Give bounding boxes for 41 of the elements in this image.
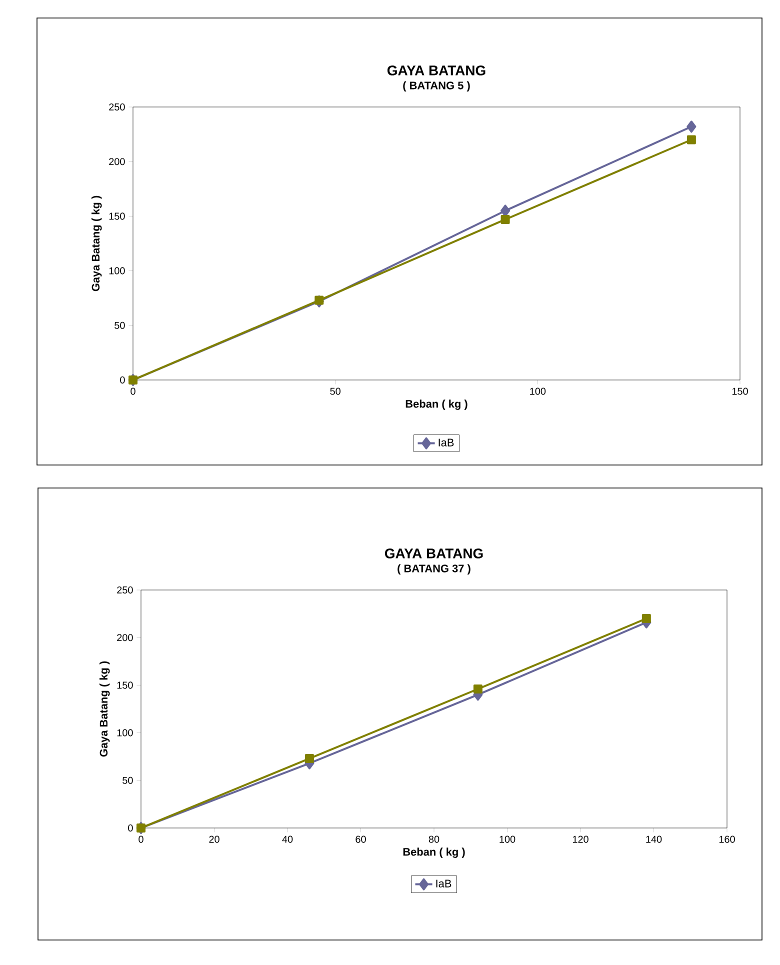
chart-subtitle: ( BATANG 37 ) bbox=[398, 564, 470, 574]
x-axis-title: Beban ( kg ) bbox=[403, 848, 465, 858]
y-tick-label: 0 bbox=[120, 376, 125, 384]
legend-label: IaB bbox=[438, 438, 454, 446]
y-tick-label: 50 bbox=[114, 322, 125, 329]
y-tick-label: 250 bbox=[117, 586, 133, 594]
y-axis-title: Gaya Batang ( kg ) bbox=[100, 661, 110, 757]
y-tick-label: 50 bbox=[122, 776, 133, 784]
y-tick-label: 200 bbox=[109, 158, 125, 166]
y-tick-label: 100 bbox=[117, 729, 133, 736]
y-tick-label: 150 bbox=[117, 682, 133, 689]
point bbox=[686, 135, 696, 144]
point bbox=[642, 614, 651, 624]
chart-title: GAYA BATANG bbox=[387, 66, 486, 76]
x-tick-label: 50 bbox=[330, 388, 340, 395]
x-tick-label: 60 bbox=[356, 836, 366, 843]
x-tick-label: 150 bbox=[732, 388, 748, 395]
x-tick-label: 0 bbox=[138, 836, 144, 843]
point bbox=[304, 754, 314, 763]
x-tick-label: 120 bbox=[572, 836, 588, 843]
point bbox=[314, 296, 324, 305]
y-tick-label: 250 bbox=[109, 103, 125, 111]
x-axis-title: Beban ( kg ) bbox=[406, 400, 468, 410]
x-tick-label: 20 bbox=[209, 836, 220, 843]
point bbox=[500, 214, 510, 224]
x-tick-label: 160 bbox=[719, 836, 735, 843]
x-tick-label: 80 bbox=[428, 836, 440, 843]
y-axis-title: Gaya Batang ( kg ) bbox=[92, 196, 102, 292]
chart-title: GAYA BATANG bbox=[384, 548, 483, 558]
x-tick-label: 40 bbox=[282, 836, 293, 843]
chart-subtitle: ( BATANG 5 ) bbox=[403, 81, 470, 92]
legend-label: IaB bbox=[436, 880, 452, 888]
y-tick-label: 150 bbox=[109, 212, 125, 220]
x-tick-label: 140 bbox=[646, 836, 662, 843]
point bbox=[686, 120, 696, 133]
y-tick-label: 0 bbox=[128, 824, 133, 832]
point bbox=[473, 684, 482, 694]
x-tick-label: 100 bbox=[500, 836, 516, 843]
y-tick-label: 200 bbox=[117, 634, 133, 642]
x-tick-label: 100 bbox=[530, 388, 546, 395]
y-tick-label: 100 bbox=[109, 267, 125, 274]
